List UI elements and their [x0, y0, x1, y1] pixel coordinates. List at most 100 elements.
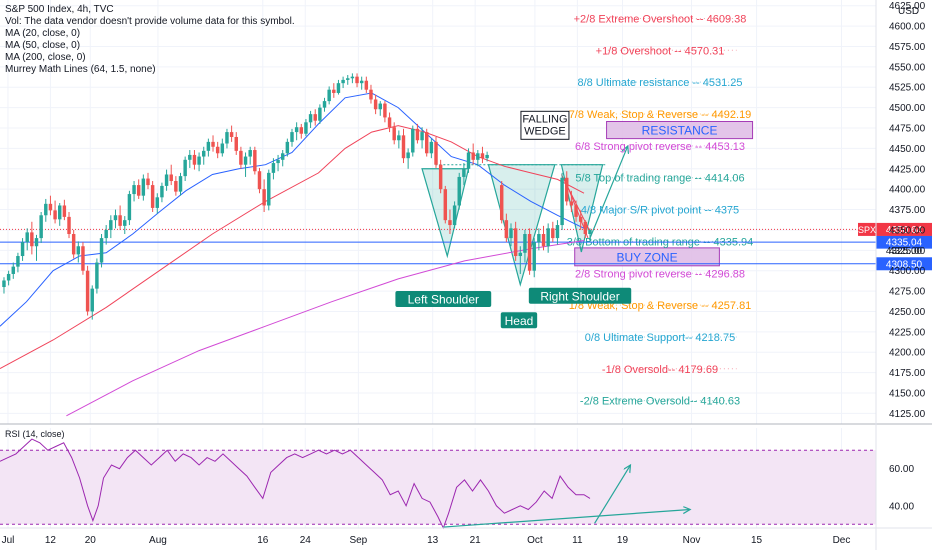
candle: [583, 220, 588, 239]
moving-averages: [0, 92, 585, 417]
candle: [406, 148, 410, 169]
murrey-math-lines: +2/8 Extreme Overshoot -- 4609.38 +1/8 Ov…: [567, 13, 754, 407]
candle-body: [485, 154, 489, 159]
candle: [565, 171, 569, 206]
candle-body: [211, 141, 215, 147]
candle: [90, 285, 94, 320]
candle-body: [253, 150, 257, 172]
price-tick-label: 4125.00: [889, 409, 926, 420]
candle-body: [373, 99, 378, 110]
right-shoulder-label-bg: [528, 287, 632, 304]
candle: [392, 122, 396, 145]
candle-body: [313, 114, 317, 121]
candle: [518, 246, 523, 274]
projection-arrow: [588, 146, 627, 240]
candle-body: [499, 185, 504, 221]
candle-body: [401, 135, 406, 159]
candle-body: [471, 152, 475, 160]
rsi-pane: [0, 438, 690, 530]
candle: [132, 181, 136, 202]
time-tick-label: Aug: [149, 535, 167, 546]
candle: [420, 127, 424, 149]
candle: [81, 242, 85, 275]
candle: [359, 76, 364, 90]
murrey-label: -2/8 Extreme Oversold-- 4140.63: [580, 396, 740, 408]
zone-label: RESISTANCE: [642, 124, 718, 138]
rsi-band: [0, 449, 876, 525]
candle-body: [39, 215, 43, 239]
candle: [280, 150, 285, 167]
price-tick-label: 4300.00: [889, 266, 926, 277]
candle-body: [109, 220, 113, 230]
murrey-label: 4/8 Major S/R pivot point -- 4375: [581, 205, 739, 217]
head-label-bg: [500, 312, 538, 329]
candle: [415, 123, 420, 144]
candle-body: [71, 234, 76, 255]
candle: [30, 221, 34, 255]
ma-line-20: [0, 92, 585, 327]
candle: [169, 164, 173, 186]
candle-body: [113, 215, 118, 221]
candle: [569, 190, 574, 212]
candle-body: [480, 153, 485, 159]
candle-body: [192, 154, 197, 165]
time-tick-label: 12: [45, 535, 57, 546]
candle: [443, 185, 448, 224]
candle-body: [285, 141, 290, 154]
wedge-label-line1: FALLING: [522, 113, 567, 125]
price-axis[interactable]: 4125.00 4150.00 4175.00 4200.00 4225.00 4250.…: [889, 1, 926, 420]
candle-body: [578, 216, 583, 222]
candle-body: [369, 89, 373, 100]
candle-body: [457, 176, 461, 206]
candle-body: [48, 203, 53, 211]
candle-body: [262, 189, 266, 206]
candle-body: [234, 136, 238, 151]
candle: [457, 172, 461, 210]
rsi-projection-arrow: [594, 465, 631, 524]
candle-body: [387, 117, 392, 128]
candle: [276, 154, 280, 172]
candle: [336, 79, 341, 95]
candle: [67, 212, 71, 239]
candle: [290, 128, 294, 147]
time-tick-label: 15: [751, 535, 763, 546]
candle-body: [290, 132, 294, 142]
candle-body: [299, 127, 304, 134]
zone-box: [574, 247, 720, 267]
candle: [378, 101, 382, 116]
candle: [350, 73, 355, 84]
candle-body: [25, 232, 29, 243]
candle-body: [53, 210, 57, 220]
candle-body: [560, 177, 564, 226]
candle-body: [229, 132, 234, 137]
candle: [188, 150, 192, 168]
candle: [504, 213, 509, 243]
candle-body: [267, 172, 271, 206]
candle-body: [225, 132, 229, 144]
candle: [499, 181, 504, 224]
murrey-label: +1/8 Overshoot -- 4570.31: [596, 45, 725, 57]
candle-body: [16, 256, 20, 267]
candle-body: [220, 143, 225, 154]
rsi-axis[interactable]: 40.00 60.00: [889, 464, 914, 512]
candle-body: [355, 76, 359, 84]
candle-body: [127, 194, 132, 221]
candle-body: [206, 141, 211, 151]
price-tick-label: 4525.00: [889, 83, 926, 94]
candle-body: [123, 220, 127, 226]
candle: [99, 234, 104, 268]
candle-body: [537, 234, 541, 243]
candle-body: [513, 228, 518, 257]
candle: [294, 122, 299, 141]
candle-body: [443, 189, 448, 221]
candle: [16, 252, 20, 273]
candle: [71, 229, 76, 259]
head-triangle: [487, 164, 556, 287]
annotations: Left Shoulder Head Right Shoulder FALLINGWE…: [395, 110, 632, 329]
rsi-overbought-oversold-band: [0, 450, 876, 525]
price-tick-label: 4200.00: [889, 348, 926, 359]
rsi-line: [0, 438, 591, 530]
time-axis[interactable]: Jul 12 20 Aug 16 24 Sep 13 21 Oct 11 19 Nov 15 Dec: [2, 535, 851, 546]
ma-line-200: [66, 240, 585, 417]
candle-body: [308, 114, 313, 123]
